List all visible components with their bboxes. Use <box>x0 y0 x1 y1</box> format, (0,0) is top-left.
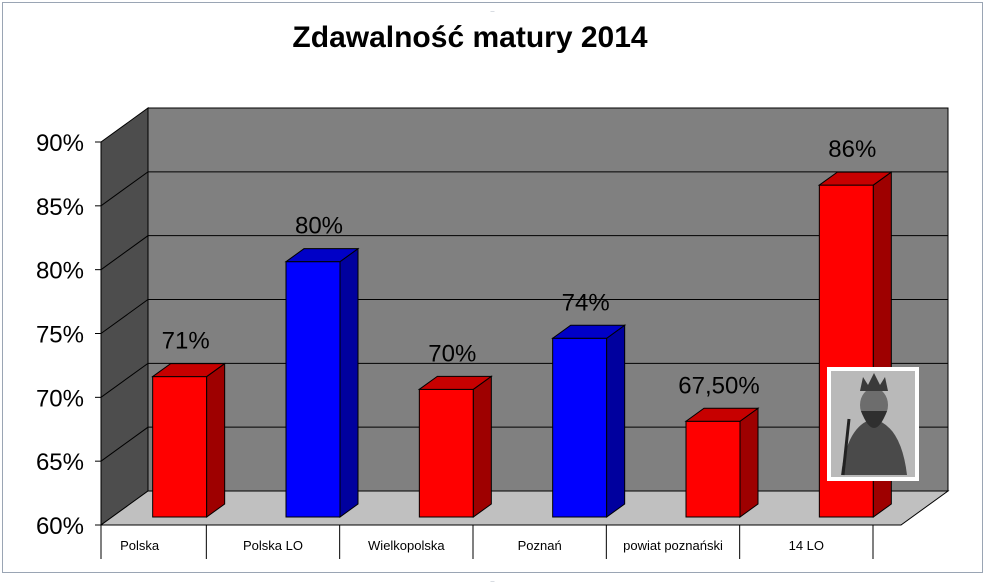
bar-side <box>339 247 359 518</box>
bar-top <box>151 363 227 378</box>
portrait-beard <box>861 411 887 428</box>
bar-side <box>206 362 226 518</box>
y-tick-label: 70% <box>36 385 84 412</box>
bar <box>552 337 608 518</box>
gridlines <box>95 141 948 559</box>
y-tick-label: 75% <box>36 322 84 349</box>
x-tick-label: Wielkopolska <box>368 538 445 553</box>
resize-handle-top[interactable] <box>490 0 496 4</box>
labels: 60% 65% 70% 75% 80% 85% 90% 71% Polska 80% Polska … <box>36 130 876 553</box>
portrait-image <box>827 367 919 481</box>
bar-side <box>739 407 759 518</box>
bar <box>685 420 741 518</box>
gridline <box>100 299 948 334</box>
bar <box>418 388 474 518</box>
x-tick-label: Poznań <box>518 538 562 553</box>
data-label: 70% <box>428 340 476 367</box>
bar <box>152 376 208 518</box>
bar-top <box>417 375 493 390</box>
x-tick-label: powiat poznański <box>623 538 723 553</box>
scepter-icon <box>841 418 851 476</box>
bar-chart: 60% 65% 70% 75% 80% 85% 90% 71% Polska 80% Polska … <box>36 21 950 559</box>
data-label: 71% <box>162 328 210 355</box>
data-label: 67,50% <box>678 372 759 399</box>
y-tick-label: 60% <box>36 513 84 540</box>
gridline <box>100 426 948 462</box>
portrait-robe <box>841 419 907 475</box>
y-tick-label: 80% <box>36 258 84 285</box>
gridline <box>100 235 948 271</box>
bar-side <box>472 375 492 518</box>
bar <box>285 261 341 518</box>
chart-title: Zdawalność matury 2014 <box>292 21 647 54</box>
data-label: 74% <box>562 289 610 316</box>
bar-top <box>684 407 760 422</box>
y-tick-label: 65% <box>36 449 84 476</box>
bar-top <box>551 324 627 339</box>
crown-icon <box>860 373 888 391</box>
x-tick-label: Polska LO <box>243 538 303 553</box>
resize-handle-bottom[interactable] <box>490 570 496 574</box>
x-tick-label: Polska <box>120 538 160 553</box>
data-label: 86% <box>828 136 876 163</box>
x-tick-label: 14 LO <box>789 538 824 553</box>
bar-side <box>606 324 626 518</box>
data-label: 80% <box>295 213 343 240</box>
bar-top <box>284 248 360 263</box>
y-tick-label: 90% <box>36 130 84 157</box>
chart-frame: 60% 65% 70% 75% 80% 85% 90% 71% Polska 80% Polska … <box>2 2 983 573</box>
y-tick-label: 85% <box>36 194 84 221</box>
bar-top <box>817 171 893 186</box>
gridline <box>100 362 948 398</box>
gridline <box>100 171 948 207</box>
